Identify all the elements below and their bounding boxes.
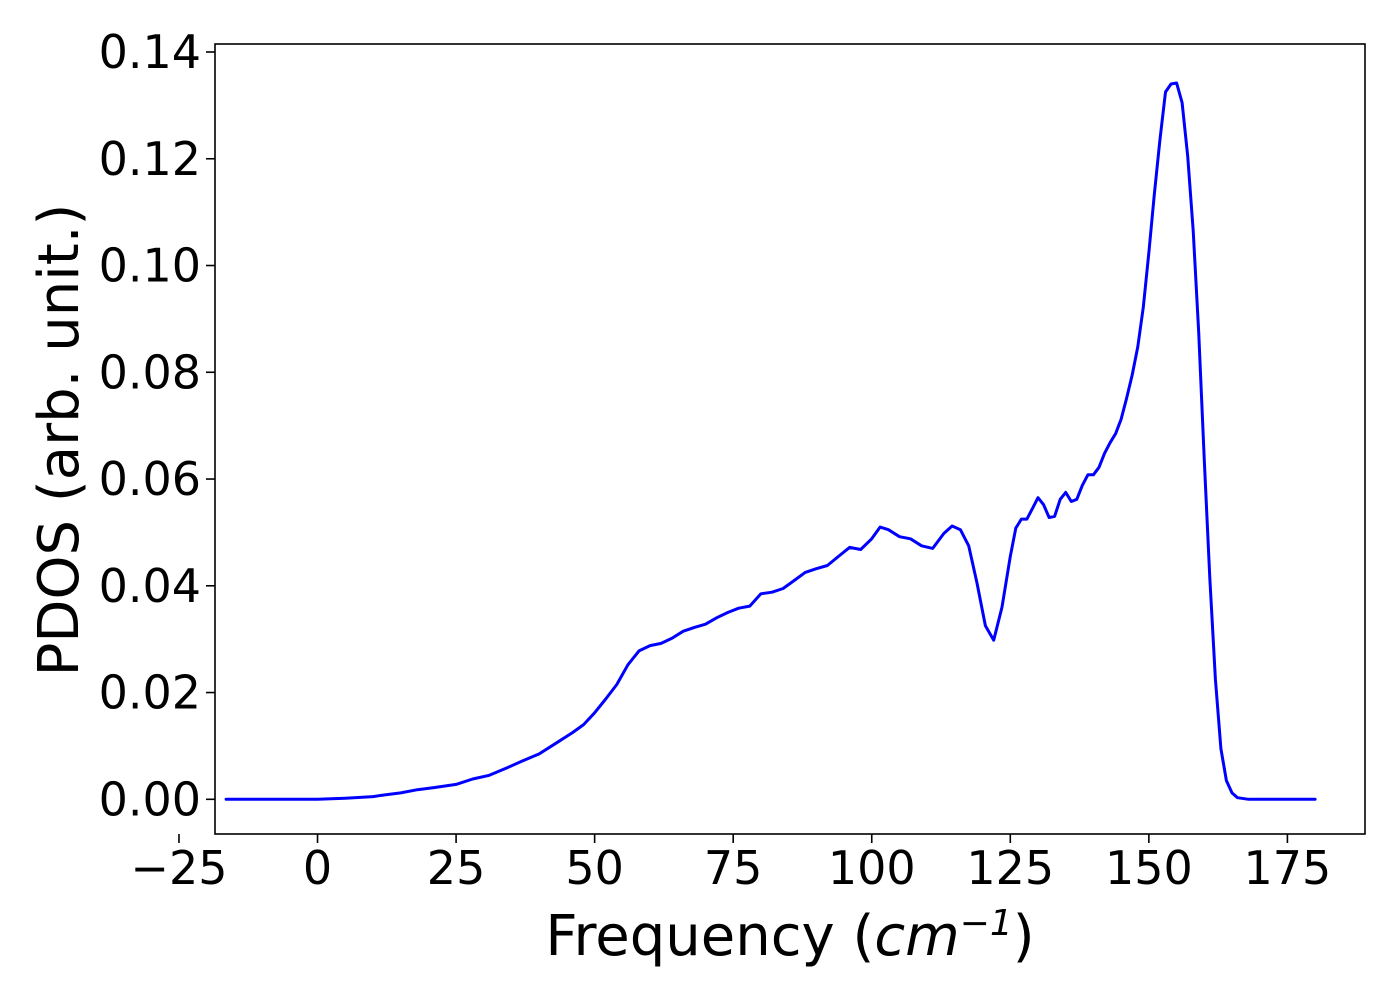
x-tick-label: 50 [565,841,624,895]
y-tick-label: 0.14 [99,25,201,79]
series-layer [224,81,1317,801]
y-tick-label: 0.00 [99,772,201,826]
x-tick-label: 125 [966,841,1054,895]
x-tick-label: 150 [1105,841,1193,895]
y-tick-label: 0.10 [99,239,201,293]
plot-frame [214,43,1366,835]
x-tick-label: 0 [303,841,332,895]
series-line-0 [224,81,1317,801]
y-tick-label: 0.06 [99,452,201,506]
x-tick-label: 75 [704,841,763,895]
y-tick-label: 0.04 [99,559,201,613]
y-tick-label: 0.08 [99,345,201,399]
x-tick-label: 175 [1244,841,1332,895]
y-axis-title: PDOS (arb. unit.) [27,204,92,677]
x-axis-title: Frequency (cm−1) [545,903,1034,969]
plot-border [214,43,1366,835]
x-tick-label: 25 [427,841,486,895]
y-tick-label: 0.12 [99,132,201,186]
x-tick-label: −25 [130,841,227,895]
x-axis-ticks: −25 0 25 50 75 100 125 150 175 [130,834,1331,895]
y-tick-label: 0.02 [99,666,201,720]
y-axis-ticks: 0.00 0.02 0.04 0.06 0.08 0.10 0.12 0.14 [99,25,215,826]
x-tick-label: 100 [828,841,916,895]
